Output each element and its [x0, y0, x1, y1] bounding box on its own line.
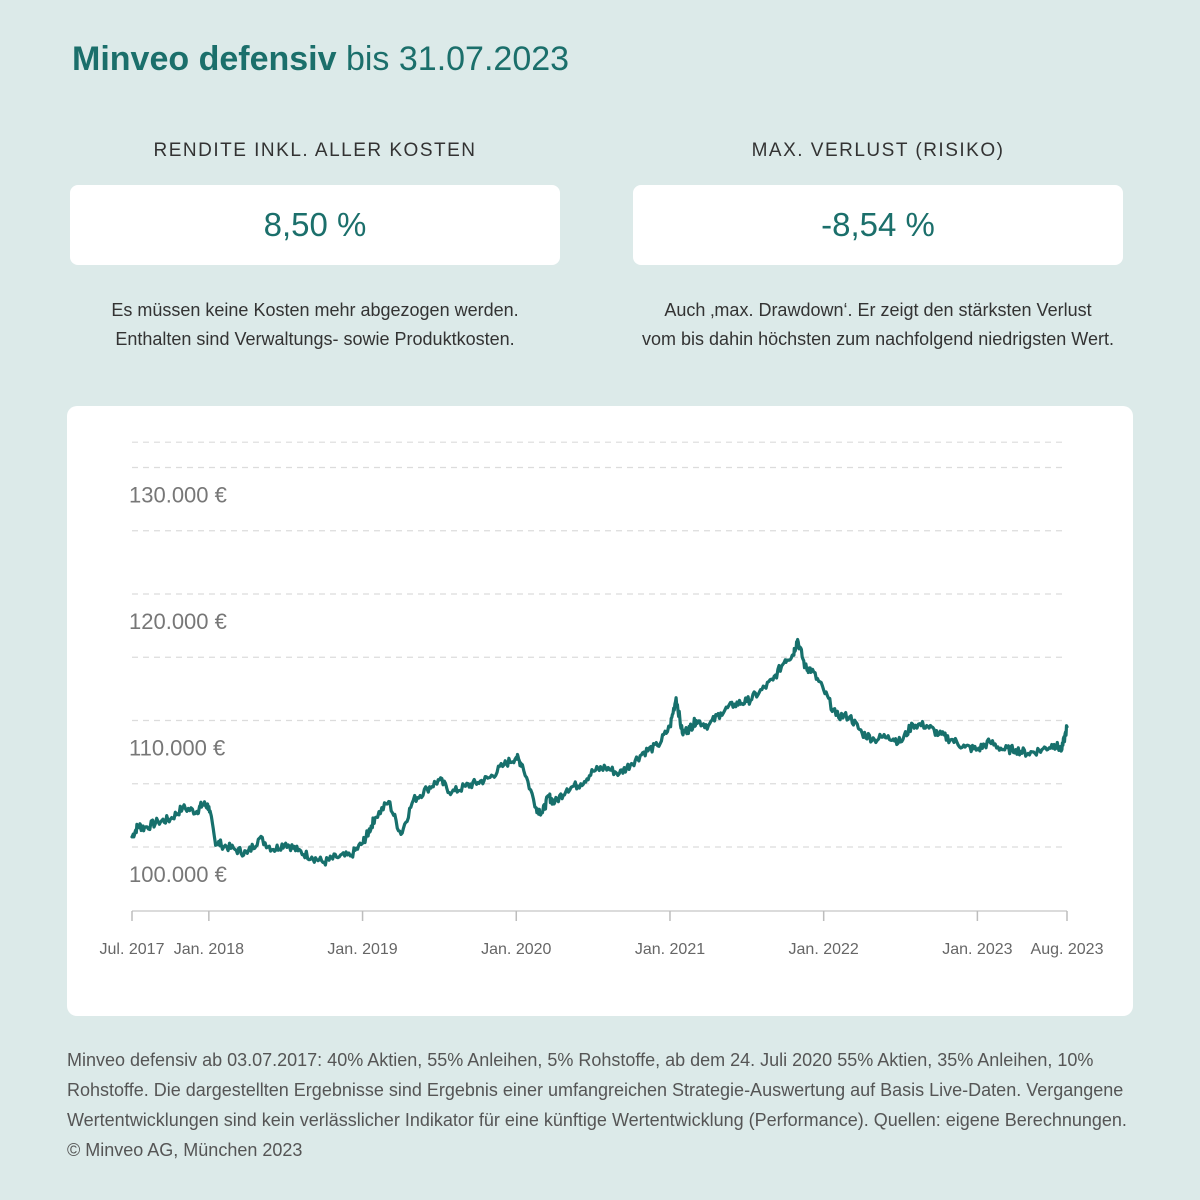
x-tick-label-6: Jan. 2023 [942, 941, 1012, 958]
chart-card: 100.000 € 110.000 € 120.000 € 130.000 € Jul.… [67, 406, 1133, 1016]
y-tick-label-1: 110.000 € [129, 736, 225, 761]
fund-name: Minveo defensiv [72, 40, 337, 78]
max-loss-description: Auch ‚max. Drawdown‘. Er zeigt den stärk… [598, 296, 1158, 354]
x-tick-label-5: Jan. 2022 [789, 941, 859, 958]
return-description-line-1: Es müssen keine Kosten mehr abgezogen we… [111, 300, 519, 320]
max-loss-value-box: -8,54 % [633, 185, 1123, 265]
max-loss-value: -8,54 % [821, 206, 935, 243]
max-loss-description-line-1: Auch ‚max. Drawdown‘. Er zeigt den stärk… [664, 300, 1092, 320]
x-tick-label-2: Jan. 2019 [327, 941, 397, 958]
return-label: RENDITE INKL. ALLER KOSTEN [153, 140, 477, 161]
return-description-line-2: Enthalten sind Verwaltungs- sowie Produk… [115, 329, 515, 349]
x-tick-label-7: Aug. 2023 [1031, 941, 1104, 958]
return-value-box: 8,50 % [70, 185, 560, 265]
series-line-0 [130, 637, 1069, 867]
max-loss-label: MAX. VERLUST (RISIKO) [751, 140, 1005, 161]
return-description: Es müssen keine Kosten mehr abgezogen we… [35, 296, 595, 354]
performance-chart: 100.000 € 110.000 € 120.000 € 130.000 € Jul.… [100, 441, 1104, 958]
x-tick-label-3: Jan. 2020 [481, 941, 551, 958]
title-date: bis 31.07.2023 [345, 40, 570, 78]
footnote: Minveo defensiv ab 03.07.2017: 40% Aktie… [67, 1050, 1127, 1160]
max-loss-description-line-2: vom bis dahin höchsten zum nachfolgend n… [642, 329, 1114, 349]
y-tick-label-0: 100.000 € [129, 862, 227, 887]
x-tick-label-4: Jan. 2021 [635, 941, 705, 958]
y-tick-label-3: 130.000 € [129, 483, 227, 508]
return-value: 8,50 % [263, 206, 367, 243]
x-tick-label-1: Jan. 2018 [174, 941, 244, 958]
x-tick-label-0: Jul. 2017 [100, 941, 165, 958]
page-title: Minveo defensiv bis 31.07.2023 [72, 40, 569, 79]
y-tick-label-2: 120.000 € [129, 609, 227, 634]
